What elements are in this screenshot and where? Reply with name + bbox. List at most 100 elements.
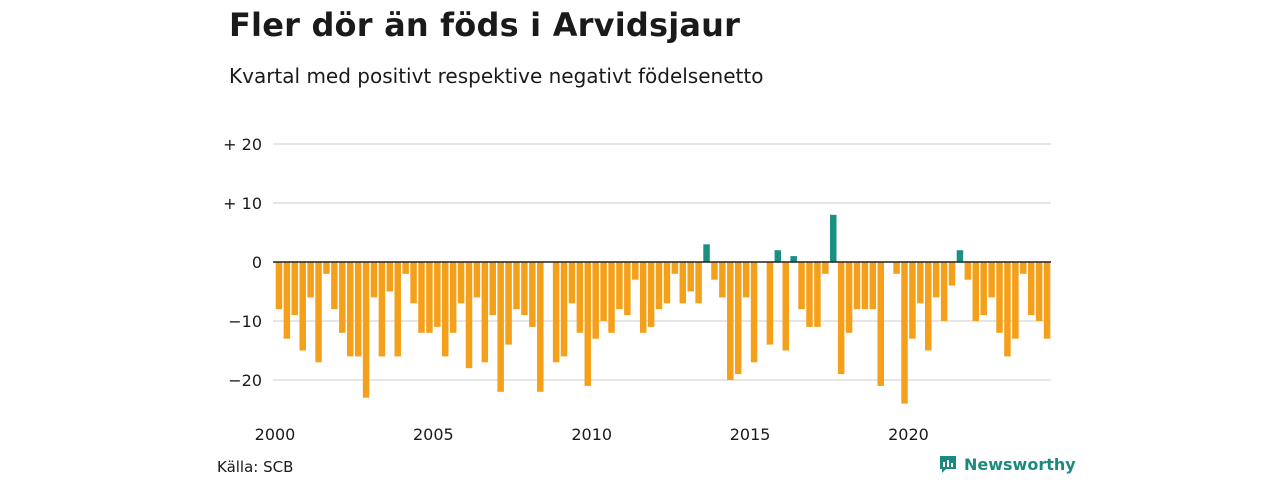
bar: [742, 262, 750, 298]
bar: [402, 262, 409, 274]
bar: [909, 262, 916, 339]
y-tick-label: −10: [228, 312, 262, 331]
bar: [956, 250, 964, 262]
bar: [822, 262, 829, 274]
bar: [418, 262, 425, 333]
bar: [1035, 262, 1043, 321]
source-note: Källa: SCB: [217, 458, 294, 476]
bar: [964, 262, 972, 280]
bar: [339, 262, 346, 333]
bar: [283, 262, 291, 339]
bar: [576, 262, 584, 333]
bar: [948, 262, 956, 286]
x-tick-label: 2005: [413, 425, 454, 444]
bar: [814, 262, 821, 327]
bar: [307, 262, 314, 298]
bar: [568, 262, 576, 304]
bar: [410, 262, 417, 304]
bar: [671, 262, 679, 274]
bar: [980, 262, 987, 316]
bar: [925, 262, 932, 351]
bar: [861, 262, 869, 310]
bar: [394, 262, 401, 357]
bar: [331, 262, 338, 310]
bar: [521, 262, 528, 316]
bar: [837, 262, 845, 375]
bar: [727, 262, 734, 380]
bar: [426, 262, 433, 333]
bar: [806, 262, 813, 327]
bar: [639, 262, 647, 333]
bar: [489, 262, 497, 316]
bar: [996, 262, 1003, 333]
bar: [552, 262, 560, 363]
bar: [663, 262, 671, 304]
bar: [441, 262, 449, 357]
bar: [584, 262, 592, 386]
bar: [917, 262, 924, 304]
bar: [829, 214, 837, 262]
bar: [600, 262, 607, 321]
bar: [537, 262, 544, 392]
bar: [932, 262, 940, 298]
bar: [497, 262, 504, 392]
bar: [299, 262, 306, 351]
y-tick-label: −20: [228, 371, 262, 390]
bar: [877, 262, 885, 386]
bar: [1020, 262, 1027, 274]
bar: [473, 262, 481, 298]
bar: [988, 262, 995, 298]
x-tick-label: 2010: [571, 425, 612, 444]
bar: [798, 262, 805, 310]
bar: [1043, 262, 1051, 339]
x-tick-label: 2000: [255, 425, 296, 444]
bar: [323, 262, 330, 274]
bar: [790, 256, 797, 262]
bar: [505, 262, 512, 345]
bar: [513, 262, 520, 310]
bar: [774, 250, 782, 262]
x-tick-label: 2015: [730, 425, 771, 444]
bar: [362, 262, 370, 398]
bar: [845, 262, 853, 333]
bar: [592, 262, 599, 339]
bar: [972, 262, 980, 321]
bar: [893, 262, 900, 274]
bar: [560, 262, 568, 357]
bar: [378, 262, 386, 357]
bar: [687, 262, 694, 292]
bar: [711, 262, 718, 280]
bar: [679, 262, 687, 304]
bar: [608, 262, 615, 333]
bar: [291, 262, 299, 316]
bar: [465, 262, 473, 369]
bar: [655, 262, 663, 310]
bar: [275, 262, 283, 310]
bar: [853, 262, 861, 310]
bar: [386, 262, 394, 292]
bar: [354, 262, 362, 357]
chart-title: Fler dör än föds i Arvidsjaur: [229, 6, 741, 44]
bar: [766, 262, 774, 345]
bar: [869, 262, 877, 310]
bars: [275, 214, 1051, 404]
bar: [529, 262, 536, 327]
bar: [481, 262, 489, 363]
gridlines: [273, 143, 1051, 381]
bar-chart-speech-bubble-icon: [940, 456, 956, 473]
bar: [782, 262, 789, 351]
bar: [624, 262, 631, 316]
bar: [632, 262, 639, 280]
bar: [1012, 262, 1019, 339]
bar: [719, 262, 726, 298]
bar: [1004, 262, 1011, 357]
y-tick-label: + 20: [223, 135, 262, 154]
bar: [315, 262, 322, 363]
brand-logo[interactable]: Newsworthy: [938, 454, 1076, 474]
bar: [434, 262, 441, 327]
bar: [695, 262, 702, 304]
bar: [750, 262, 758, 363]
y-tick-label: + 10: [223, 194, 262, 213]
bar: [647, 262, 655, 327]
